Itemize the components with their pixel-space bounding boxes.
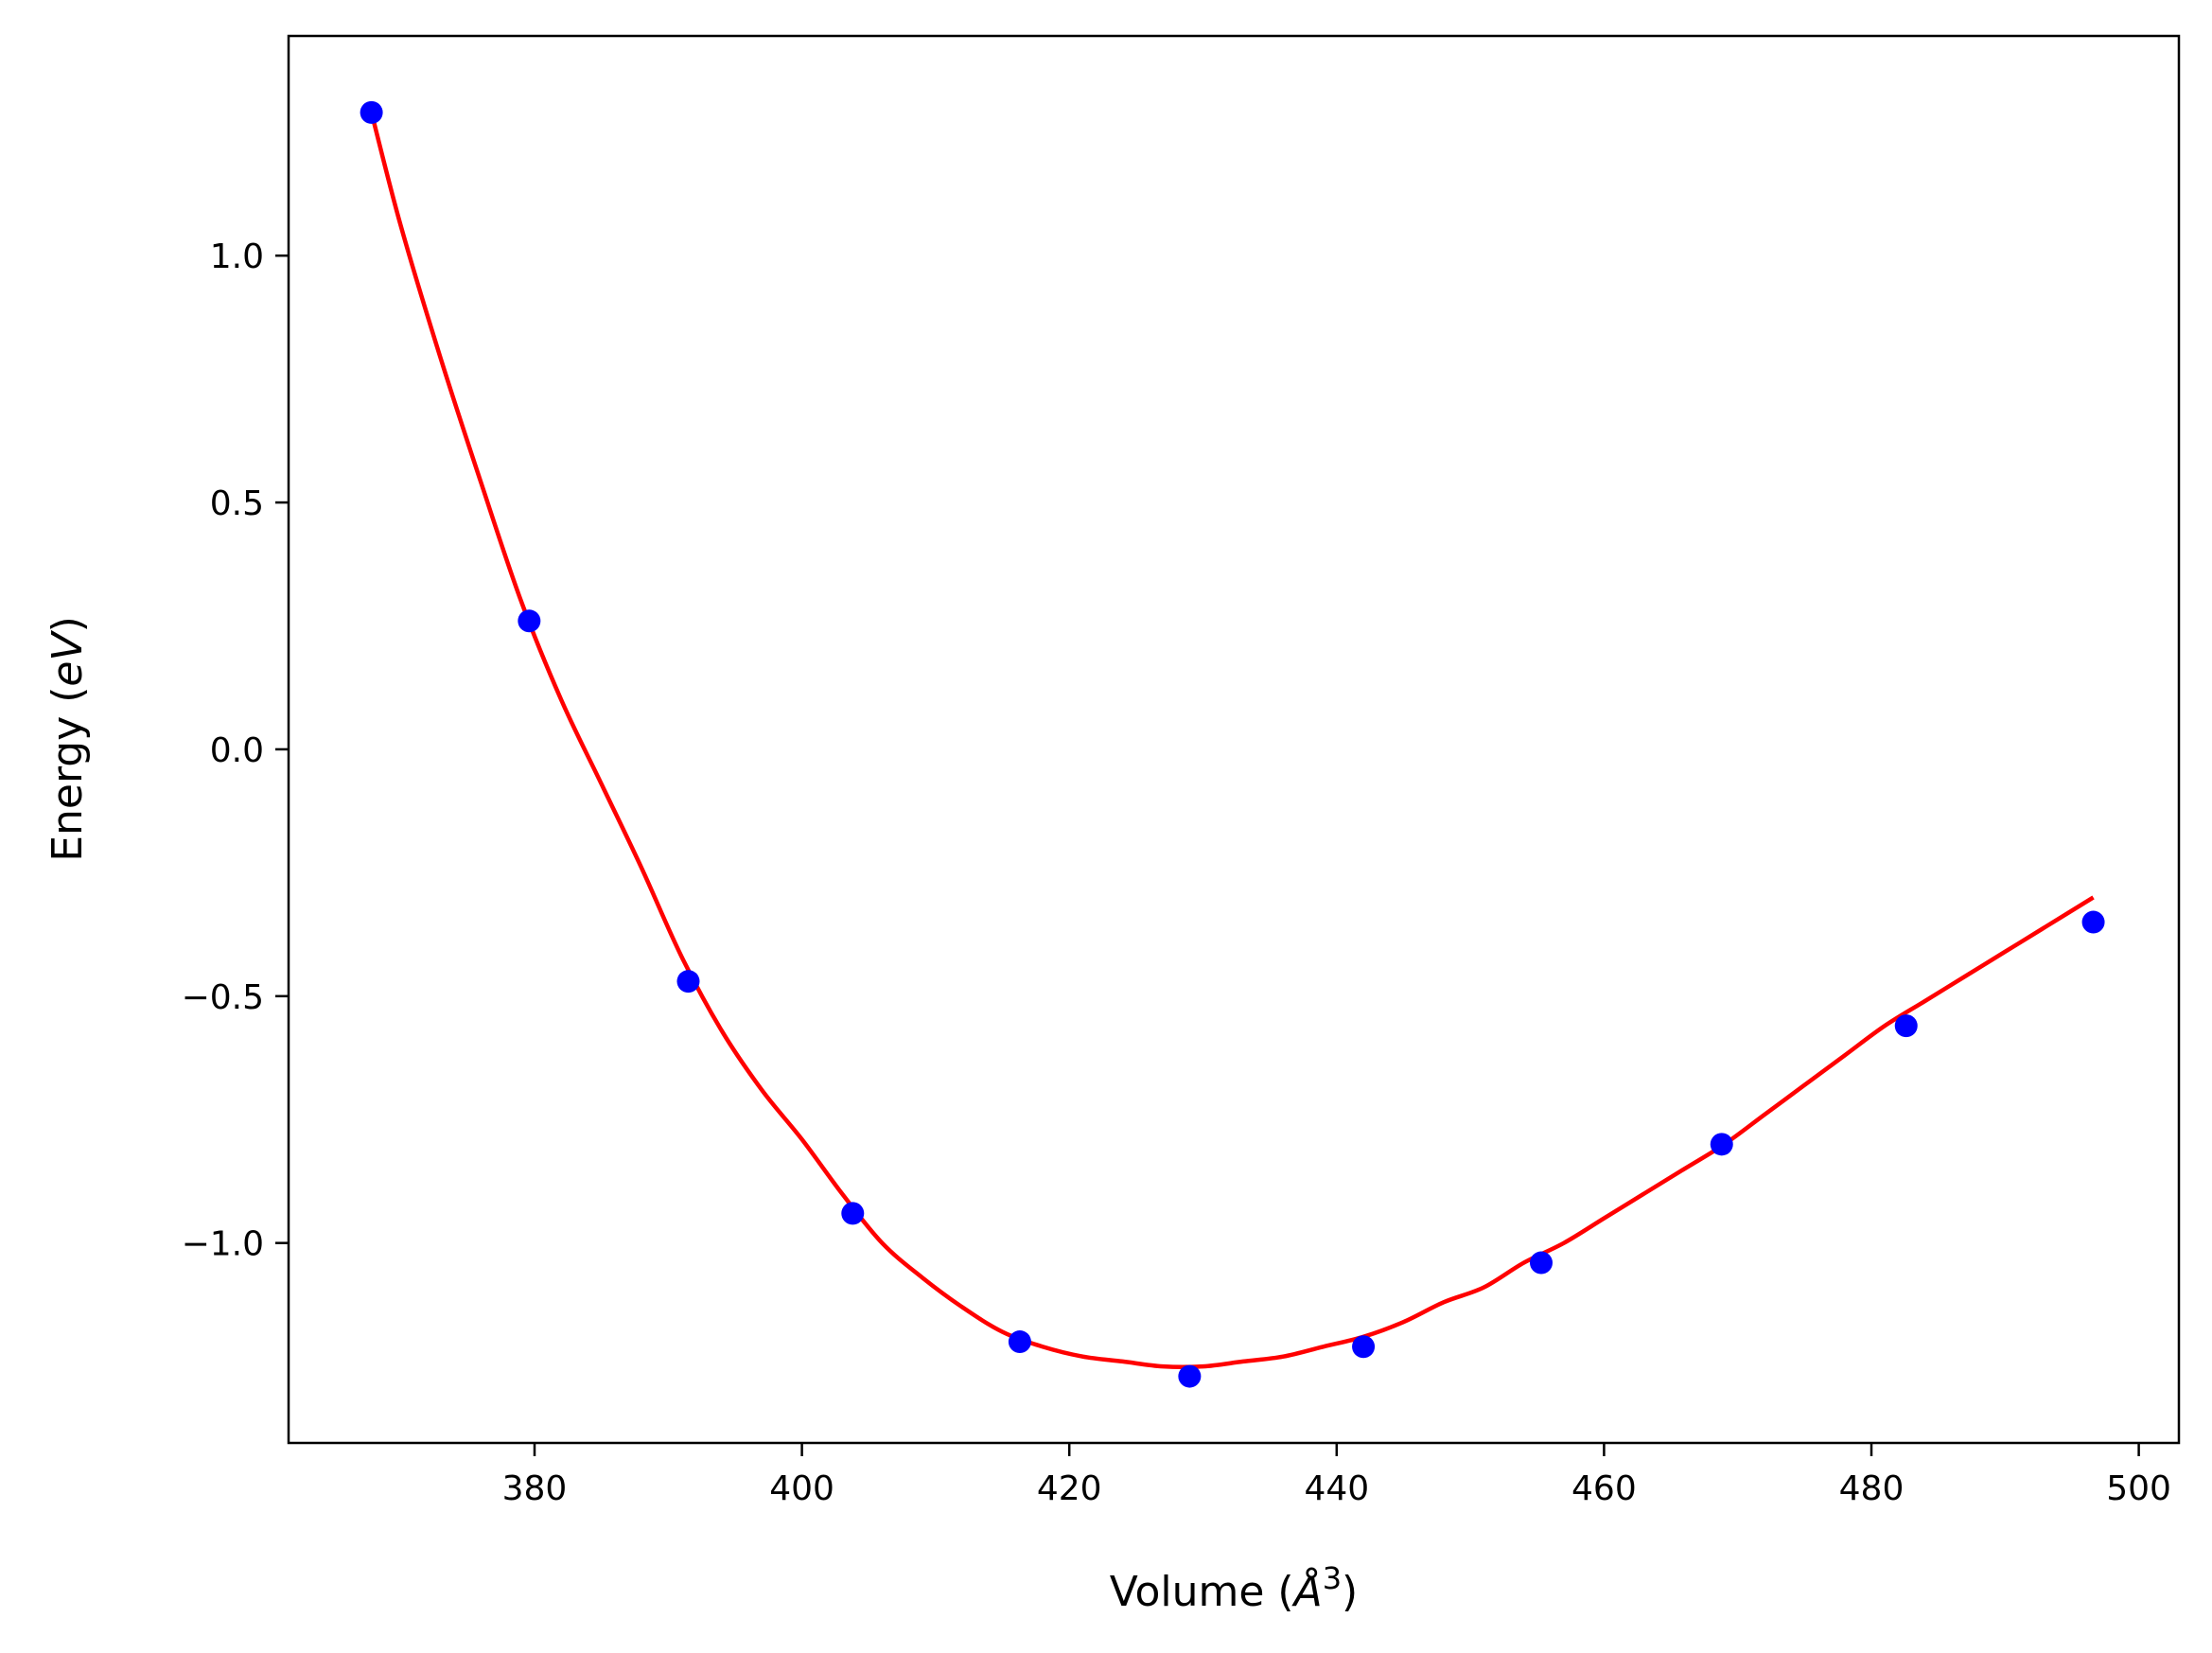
y-tick-label: 0.0 [210, 731, 264, 770]
data-point [1710, 1133, 1733, 1156]
x-tick-label: 460 [1571, 1469, 1637, 1508]
axes-frame [287, 34, 2181, 1445]
data-point [1008, 1330, 1031, 1354]
x-axis: 380 400 420 440 460 480 500 [502, 1443, 2171, 1508]
data-point [1894, 1014, 1918, 1038]
plot-area [360, 100, 2105, 1388]
x-tick-label: 480 [1839, 1469, 1905, 1508]
data-point [360, 100, 383, 124]
data-point [1352, 1335, 1376, 1359]
fit-curve-line [369, 112, 2095, 1370]
x-tick-label: 420 [1037, 1469, 1102, 1508]
y-tick-label: −0.5 [182, 978, 264, 1017]
data-point [1529, 1251, 1553, 1275]
data-point [2081, 910, 2105, 934]
y-tick-label: −1.0 [182, 1225, 264, 1264]
y-tick-label: 1.0 [210, 237, 264, 276]
x-tick-label: 380 [502, 1469, 568, 1508]
y-axis: −1.0 −0.5 0.0 0.5 1.0 [182, 237, 289, 1264]
x-axis-label: Volume (Å3) [1110, 1560, 1358, 1616]
data-point [518, 609, 541, 633]
y-axis-label: Energy (eV) [44, 616, 92, 862]
data-point [676, 970, 700, 994]
y-tick-label: 0.5 [210, 484, 264, 523]
data-point [1178, 1364, 1202, 1388]
x-tick-label: 500 [2106, 1469, 2171, 1508]
data-point [841, 1202, 865, 1225]
x-tick-label: 440 [1304, 1469, 1369, 1508]
x-tick-label: 400 [769, 1469, 834, 1508]
